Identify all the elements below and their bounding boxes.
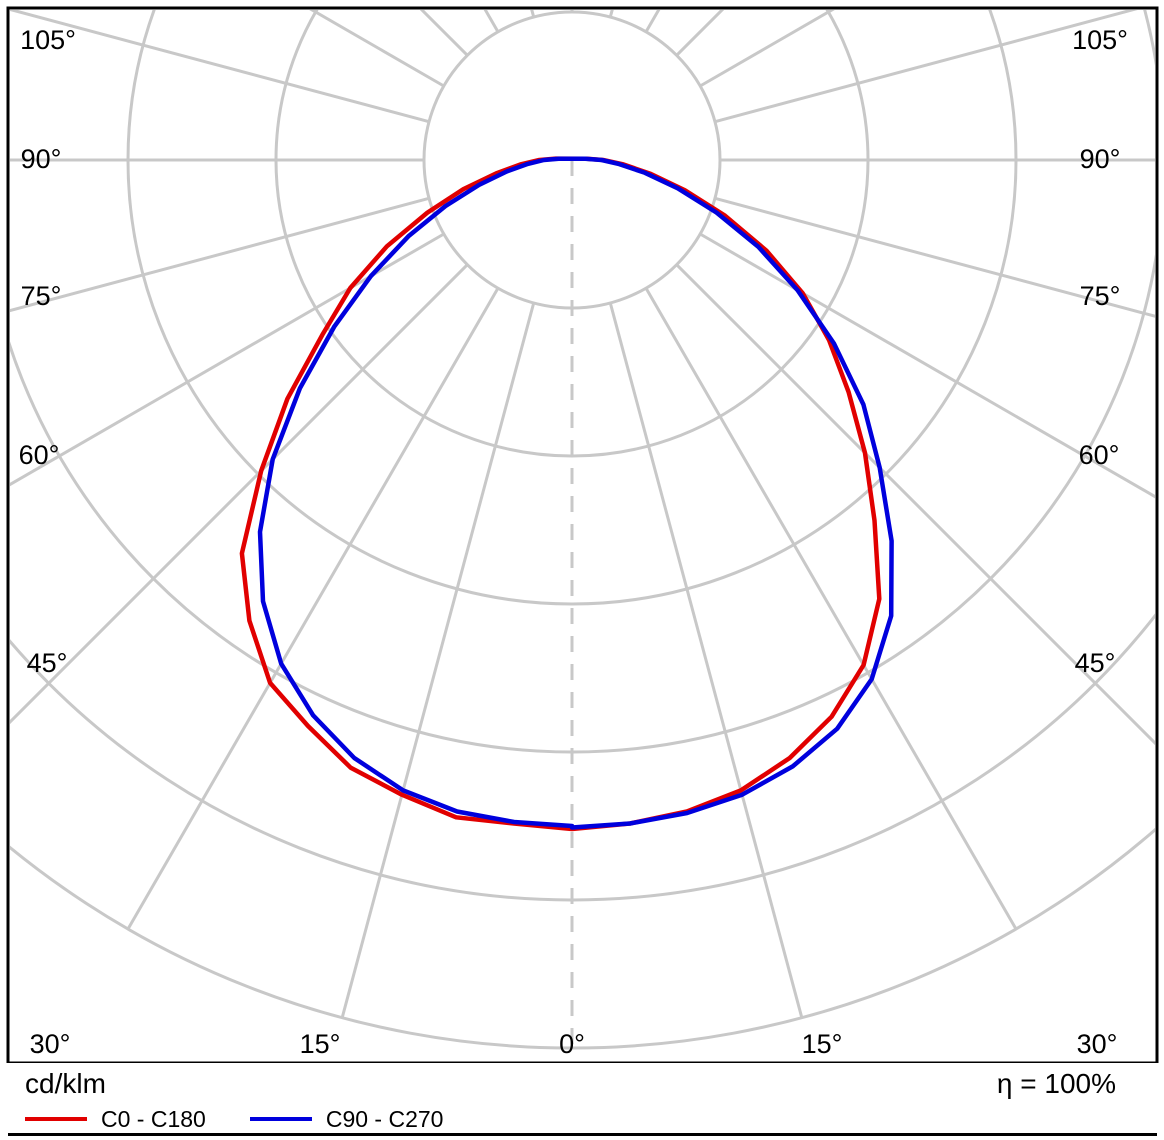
angle-tick-label: 75° [21, 281, 62, 311]
polar-grid-ray [714, 10, 1138, 124]
plot-frame [6, 6, 1159, 1063]
polar-grid-ray [309, 10, 445, 88]
polar-grid-ray [10, 232, 445, 487]
bottom-rule [8, 1133, 1157, 1136]
polar-grid-ray [340, 302, 536, 1019]
polar-chart: 105° 105° 90° 90° 75° 75° 60° 60° 45° 45° 30° 30° 15… [6, 6, 1159, 1063]
angle-tick-label: 15° [802, 1029, 843, 1059]
polar-grid-ray [675, 263, 1155, 746]
angle-tick-label: 105° [20, 25, 76, 55]
units-label: cd/klm [25, 1068, 106, 1099]
polar-grid-ring [10, 10, 1155, 754]
angle-tick-label: 90° [21, 144, 62, 174]
legend-item-c0-c180: C0 - C180 [25, 1106, 206, 1133]
angle-tick-label: 105° [1072, 25, 1128, 55]
angle-tick-label: 0° [559, 1029, 585, 1059]
angle-tick-label: 75° [1080, 281, 1121, 311]
series-curve-1 [257, 156, 894, 830]
legend: C0 - C180 C90 - C270 [25, 1106, 487, 1132]
polar-grid-ray [644, 287, 1018, 930]
angle-tick-label: 45° [1075, 648, 1116, 678]
polar-grid-ray [699, 232, 1155, 499]
angle-tick-label: 60° [1079, 440, 1120, 470]
polar-grid-ray [699, 10, 835, 88]
angle-tick-label: 30° [1077, 1029, 1118, 1059]
polar-grid-ring [10, 613, 1155, 902]
legend-label-c90-c270: C90 - C270 [325, 1105, 444, 1132]
polar-grid-ray [10, 10, 430, 124]
legend-label-c0-c180: C0 - C180 [101, 1105, 206, 1132]
efficiency-label: η = 100% [996, 1068, 1116, 1099]
angle-tick-label: 45° [27, 648, 68, 678]
series-curve-0 [239, 156, 882, 832]
polar-grid-ray [10, 263, 469, 725]
legend-swatch-red-line [25, 1117, 87, 1121]
polar-grid-ray [126, 287, 500, 930]
angle-tick-label: 30° [30, 1029, 71, 1059]
polar-grid-ray [10, 196, 430, 313]
polar-grid-ray [714, 196, 1155, 318]
polar-grid-ring [10, 827, 1155, 1050]
angle-tick-label: 15° [300, 1029, 341, 1059]
legend-item-c90-c270: C90 - C270 [249, 1105, 444, 1133]
angle-tick-label: 60° [19, 440, 60, 470]
polar-grid-ray [608, 302, 804, 1019]
angle-tick-label: 90° [1080, 144, 1121, 174]
legend-swatch-blue-line [249, 1117, 312, 1121]
